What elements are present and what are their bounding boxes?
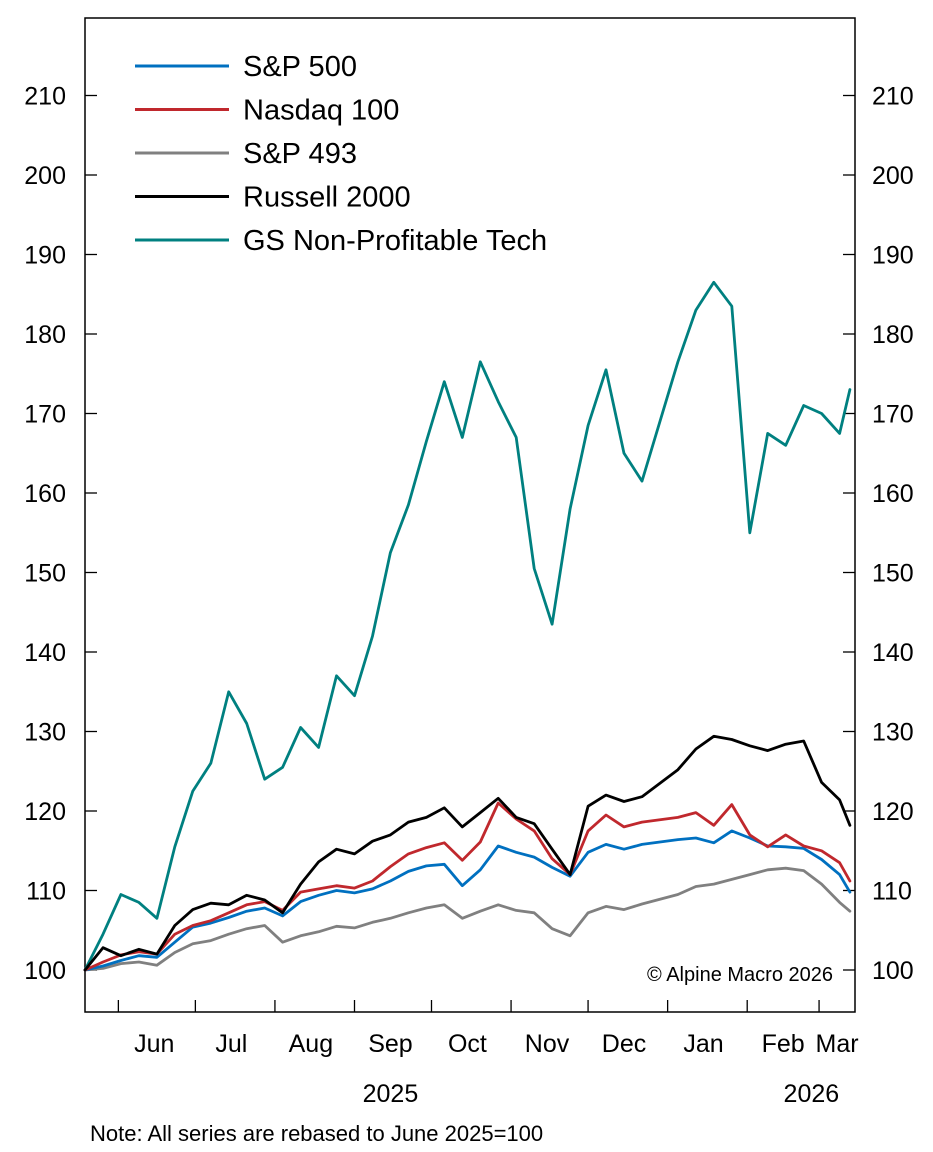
series-line-russell-2000 <box>83 734 852 972</box>
x-tick-label: Jul <box>215 1030 247 1058</box>
y-tick-label-right: 130 <box>872 719 914 747</box>
y-tick-label-right: 180 <box>872 321 914 349</box>
copyright-annotation: © Alpine Macro 2026 <box>647 964 833 986</box>
x-tick-label: Sep <box>368 1030 412 1058</box>
y-tick-label-left: 170 <box>24 401 66 429</box>
y-tick-label-left: 100 <box>24 957 66 985</box>
x-tick-label: Dec <box>602 1030 646 1058</box>
x-tick-label: Jan <box>683 1030 723 1058</box>
y-tick-label-left: 140 <box>24 639 66 667</box>
y-tick-label-left: 200 <box>24 162 66 190</box>
series-line-nasdaq-100 <box>83 801 852 972</box>
x-tick-label: Aug <box>289 1030 333 1058</box>
y-tick-label-left: 210 <box>24 83 66 111</box>
plot-frame <box>84 17 856 1013</box>
legend: S&P 500 Nasdaq 100 S&P 493 Russell 2000 GS N… <box>135 51 547 257</box>
y-tick-label-right: 150 <box>872 560 914 588</box>
series-layer <box>83 280 852 972</box>
y-tick-label-right: 190 <box>872 242 914 270</box>
legend-label: Russell 2000 <box>243 182 411 214</box>
y-tick-label-left: 180 <box>24 321 66 349</box>
y-tick-label-right: 120 <box>872 798 914 826</box>
series-line-s-p-500 <box>83 829 852 972</box>
y-tick-label-right: 140 <box>872 639 914 667</box>
tick-layer: 100 100 110 110 120 120 130 130 140 140 150 150 160 1… <box>24 83 913 1109</box>
y-tick-label-left: 110 <box>26 878 66 906</box>
y-tick-label-right: 100 <box>872 957 914 985</box>
y-tick-label-right: 160 <box>872 480 914 508</box>
y-tick-label-left: 160 <box>24 480 66 508</box>
y-tick-label-left: 120 <box>24 798 66 826</box>
y-tick-label-right: 200 <box>872 162 914 190</box>
x-tick-label: Mar <box>816 1030 859 1058</box>
y-tick-label-right: 170 <box>872 401 914 429</box>
x-tick-label: Nov <box>525 1030 570 1058</box>
y-tick-label-right: 110 <box>872 878 912 906</box>
series-line-s-p-493 <box>83 866 852 972</box>
x-tick-label: Jun <box>134 1030 174 1058</box>
legend-label: GS Non-Profitable Tech <box>243 225 547 257</box>
legend-label: S&P 500 <box>243 51 357 83</box>
y-tick-label-left: 130 <box>24 719 66 747</box>
year-label: 2026 <box>784 1080 840 1108</box>
legend-label: S&P 493 <box>243 138 357 170</box>
y-tick-label-right: 210 <box>872 83 914 111</box>
x-tick-label: Oct <box>448 1030 487 1058</box>
y-tick-label-left: 150 <box>24 560 66 588</box>
series-line-gs-non-profitable-tech <box>83 280 852 972</box>
y-tick-label-left: 190 <box>24 242 66 270</box>
legend-label: Nasdaq 100 <box>243 95 399 127</box>
year-label: 2025 <box>363 1080 419 1108</box>
chart-note: Note: All series are rebased to June 202… <box>90 1121 543 1146</box>
x-tick-label: Feb <box>762 1030 805 1058</box>
